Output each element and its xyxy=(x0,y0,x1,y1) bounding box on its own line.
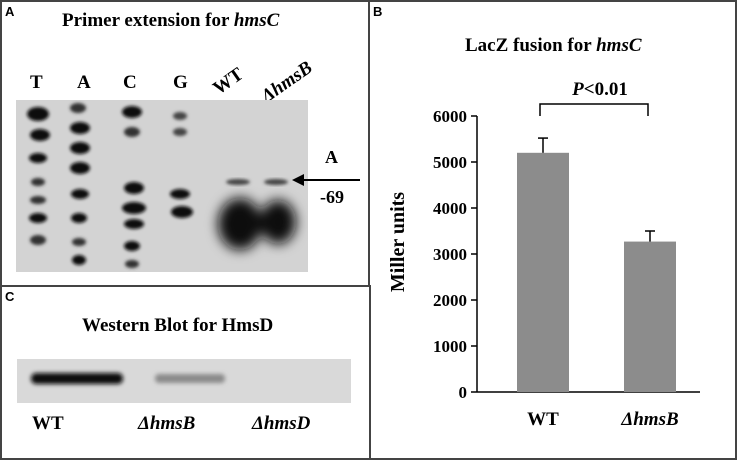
lane-label-t: T xyxy=(30,72,43,93)
panel-c: C Western Blot for HmsD WT ΔhmsB ΔhmsD xyxy=(0,285,371,460)
panel-b-label: B xyxy=(373,4,383,19)
arrow-base-label: A xyxy=(325,147,338,167)
primer-extension-gel xyxy=(16,100,308,272)
lane-label-hmsb-gene: hmsB xyxy=(267,57,317,101)
y-tick-label: 3000 xyxy=(433,245,467,264)
y-tick-label: 6000 xyxy=(433,107,467,126)
y-tick-label: 4000 xyxy=(433,199,467,218)
blot-lane-hmsd: ΔhmsD xyxy=(252,413,311,434)
category-label: WT xyxy=(527,409,559,430)
blot-lane-wt: WT xyxy=(32,413,64,434)
category-label: ΔhmsB xyxy=(620,409,678,430)
panel-b: B LacZ fusion for hmsC Miller units P<0.… xyxy=(368,0,737,460)
arrow-position-label: -69 xyxy=(320,187,344,207)
y-tick-label: 5000 xyxy=(433,153,467,172)
lane-label-c: C xyxy=(123,72,137,93)
significance-p: P xyxy=(571,79,584,100)
panel-c-label: C xyxy=(5,289,15,304)
significance-label: P<0.01 xyxy=(571,79,628,100)
band-arrow xyxy=(292,174,360,186)
panel-a-label: A xyxy=(5,4,15,19)
panel-b-title: LacZ fusion for hmsC xyxy=(465,35,642,57)
significance-threshold: <0.01 xyxy=(584,79,628,100)
lane-label-wt: WT xyxy=(209,63,248,100)
y-tick-label: 0 xyxy=(459,383,468,402)
y-tick-label: 1000 xyxy=(433,337,467,356)
panel-a: A Primer extension for hmsC T A C G WT Δ… xyxy=(0,0,371,287)
y-axis-label: Miller units xyxy=(387,192,409,292)
bar xyxy=(517,152,569,392)
lane-label-g: G xyxy=(173,72,188,93)
panel-a-title-text: Primer extension for xyxy=(62,10,234,31)
panel-c-title: Western Blot for HmsD xyxy=(82,315,274,336)
western-blot xyxy=(17,359,351,403)
panel-b-title-gene: hmsC xyxy=(596,35,642,56)
y-tick-label: 2000 xyxy=(433,291,467,310)
panel-a-title: Primer extension for hmsC xyxy=(62,10,279,32)
bar xyxy=(624,241,676,392)
panel-b-title-text: LacZ fusion for xyxy=(465,35,597,56)
lacz-bar-chart: Miller units P<0.01 0 1000 2000 3000 4000 500… xyxy=(387,79,700,430)
lane-label-a: A xyxy=(77,72,91,93)
significance-bracket xyxy=(539,103,649,116)
blot-lane-hmsb: ΔhmsB xyxy=(138,413,196,434)
panel-a-title-gene: hmsC xyxy=(233,10,280,31)
